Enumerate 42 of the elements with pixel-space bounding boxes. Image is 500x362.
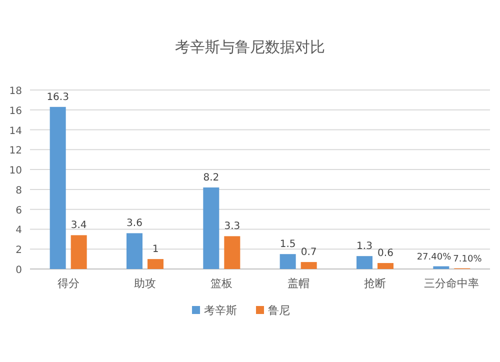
data-label: 0.6 <box>378 248 394 260</box>
bar <box>203 187 220 269</box>
bar <box>378 263 394 269</box>
bar <box>356 256 372 269</box>
bar <box>70 235 87 269</box>
chart-title: 考辛斯与鲁尼数据对比 <box>175 38 325 56</box>
data-label: 1.5 <box>280 239 296 250</box>
y-tick-label: 14 <box>9 126 22 137</box>
y-tick-label: 10 <box>9 166 22 177</box>
data-label: 7.10% <box>453 254 482 264</box>
bar <box>126 233 142 269</box>
data-label: 1.3 <box>356 241 372 252</box>
bar <box>50 106 66 269</box>
bar <box>280 254 296 269</box>
legend-label: 考辛斯 <box>204 304 237 317</box>
legend-label: 鲁尼 <box>268 304 290 317</box>
y-tick-label: 0 <box>16 265 22 276</box>
bar <box>300 262 317 269</box>
bar <box>148 259 164 269</box>
data-label: 3.3 <box>224 221 240 232</box>
data-label: 27.40% <box>416 252 452 262</box>
bar <box>224 236 240 269</box>
y-tick-label: 12 <box>9 146 22 157</box>
x-tick-label: 盖帽 <box>287 277 310 290</box>
data-label: 0.7 <box>300 247 317 258</box>
x-tick-label: 抢断 <box>364 277 386 290</box>
data-label: 8.2 <box>203 172 220 184</box>
x-tick-label: 助攻 <box>134 277 156 290</box>
bar <box>433 266 450 269</box>
x-tick-label: 得分 <box>57 277 80 290</box>
data-label: 3.4 <box>70 220 87 232</box>
y-tick-label: 16 <box>9 106 22 117</box>
y-tick-label: 8 <box>16 185 22 196</box>
y-tick-label: 2 <box>16 245 22 256</box>
data-label: 3.6 <box>126 218 142 230</box>
y-tick-label: 18 <box>9 86 22 97</box>
y-tick-label: 6 <box>16 205 22 216</box>
data-label: 16.3 <box>46 92 69 103</box>
x-tick-label: 三分命中率 <box>424 277 480 290</box>
y-tick-label: 4 <box>16 225 22 236</box>
x-tick-label: 篮板 <box>210 277 233 290</box>
data-label: 1 <box>152 244 159 256</box>
